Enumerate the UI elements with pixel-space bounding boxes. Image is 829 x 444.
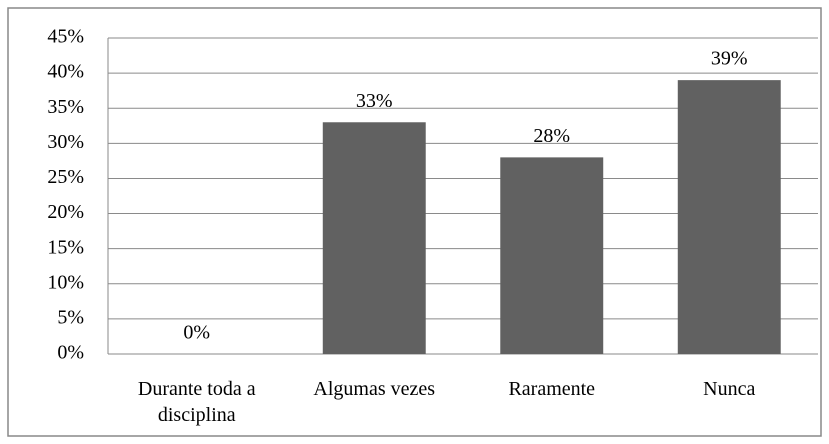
y-tick-label: 40%	[47, 61, 84, 83]
x-tick-label: Durante toda a disciplina	[137, 378, 256, 426]
bar	[322, 122, 426, 355]
y-tick-label: 15%	[47, 236, 84, 258]
x-tick-label: Raramente	[508, 378, 596, 400]
chart-border	[7, 7, 822, 437]
x-tick-label: Algumas vezes	[313, 378, 436, 400]
x-tick-label: Nunca	[703, 378, 756, 400]
y-tick-label: 25%	[47, 166, 84, 188]
y-tick-label: 10%	[47, 271, 84, 293]
bar	[500, 157, 604, 354]
y-tick-label: 45%	[47, 26, 84, 48]
y-tick-label: 0%	[57, 342, 84, 364]
bar	[677, 80, 781, 354]
y-tick-label: 35%	[47, 96, 84, 118]
data-label: 28%	[533, 125, 570, 147]
y-tick-label: 5%	[57, 306, 84, 328]
data-label: 39%	[711, 48, 748, 70]
y-tick-label: 30%	[47, 131, 84, 153]
data-label: 33%	[356, 90, 393, 112]
y-tick-label: 20%	[47, 201, 84, 223]
data-label: 0%	[183, 322, 210, 344]
